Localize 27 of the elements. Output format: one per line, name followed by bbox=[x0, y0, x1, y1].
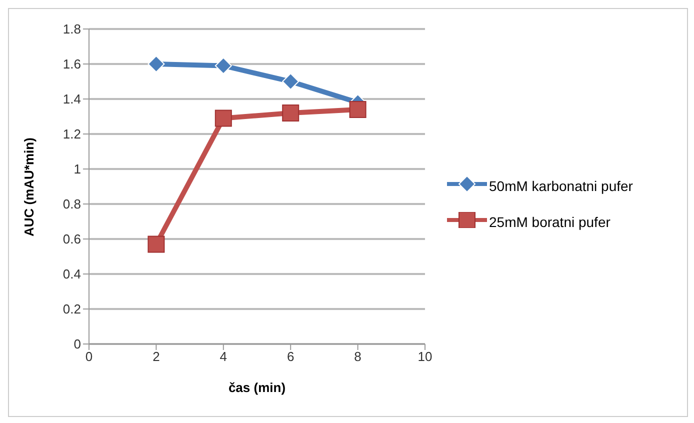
y-tick-label: 0.6 bbox=[62, 232, 81, 247]
point bbox=[214, 57, 232, 74]
y-tick-label: 1.8 bbox=[62, 22, 81, 37]
x-tick-label: 2 bbox=[152, 349, 160, 364]
y-tick-label: 0.8 bbox=[62, 196, 81, 212]
point bbox=[148, 56, 165, 72]
point bbox=[349, 101, 366, 118]
point bbox=[282, 104, 300, 122]
y-tick-label: 1 bbox=[74, 162, 81, 177]
y-tick-label: 0 bbox=[74, 336, 81, 352]
y-tick-label: 1.6 bbox=[62, 56, 81, 72]
point bbox=[148, 236, 165, 253]
legend-label: 25mM boratni pufer bbox=[489, 212, 612, 232]
x-tick-label: 10 bbox=[418, 349, 432, 364]
x-tick-label: 8 bbox=[354, 349, 362, 364]
x-tick-label: 4 bbox=[220, 349, 228, 364]
y-tick-label: 1.2 bbox=[62, 126, 81, 142]
y-tick-label: 1.4 bbox=[62, 92, 81, 107]
x-tick-label: 6 bbox=[286, 349, 294, 364]
x-tick-label: 0 bbox=[85, 349, 93, 364]
point bbox=[282, 73, 300, 90]
y-axis-title: AUC (mAU*min) bbox=[22, 138, 37, 236]
y-tick-label: 0.4 bbox=[62, 266, 81, 282]
y-tick-label: 0.2 bbox=[62, 302, 81, 317]
point bbox=[214, 110, 232, 127]
x-axis-title: čas (min) bbox=[228, 380, 286, 395]
legend-label: 50mM karbonatni pufer bbox=[489, 176, 634, 196]
